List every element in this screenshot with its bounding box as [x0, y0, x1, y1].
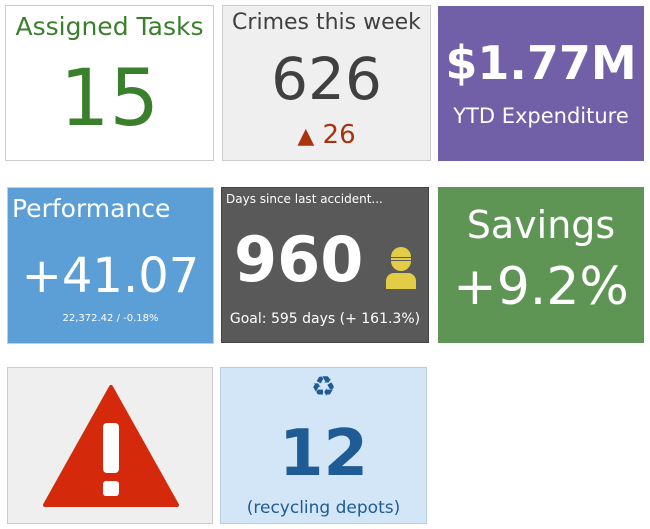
- crimes-tile[interactable]: Crimes this week 626 ▲ 26: [222, 5, 431, 161]
- tile-label: YTD Expenditure: [453, 104, 629, 128]
- tile-title: Performance: [12, 194, 171, 223]
- warning-icon: [43, 385, 179, 507]
- worker-icon: [386, 247, 416, 289]
- tile-value: $1.77M: [445, 36, 637, 90]
- tile-value: 626: [271, 45, 382, 113]
- tile-title: Savings: [466, 203, 616, 247]
- tile-delta: ▲ 26: [223, 120, 430, 150]
- performance-tile[interactable]: Performance +41.07 22,372.42 / -0.18%: [7, 187, 214, 344]
- delta-value: 26: [322, 120, 356, 150]
- warning-tile[interactable]: [7, 367, 213, 524]
- accident-tile[interactable]: Days since last accident... 960 Goal: 59…: [221, 187, 429, 343]
- tile-title: Crimes this week: [232, 10, 421, 35]
- recycling-tile[interactable]: ♻ 12 (recycling depots): [220, 367, 427, 524]
- tile-subtext: 22,372.42 / -0.18%: [62, 313, 159, 324]
- tile-title: Days since last accident...: [226, 192, 383, 206]
- tile-label: (recycling depots): [246, 498, 401, 518]
- tile-value: 15: [59, 54, 160, 144]
- tile-goal: Goal: 595 days (+ 161.3%): [229, 311, 421, 327]
- triangle-up-icon: ▲: [297, 124, 315, 149]
- tile-value: +41.07: [21, 248, 200, 304]
- tile-value: +9.2%: [453, 257, 629, 317]
- expenditure-tile[interactable]: $1.77M YTD Expenditure: [438, 6, 644, 161]
- assigned-tasks-tile[interactable]: Assigned Tasks 15: [5, 5, 214, 161]
- tile-value: 960: [234, 223, 364, 296]
- tile-value: 12: [278, 417, 369, 491]
- tile-title: Assigned Tasks: [15, 12, 204, 41]
- recycle-icon: ♻: [310, 370, 337, 403]
- savings-tile[interactable]: Savings +9.2%: [438, 187, 644, 343]
